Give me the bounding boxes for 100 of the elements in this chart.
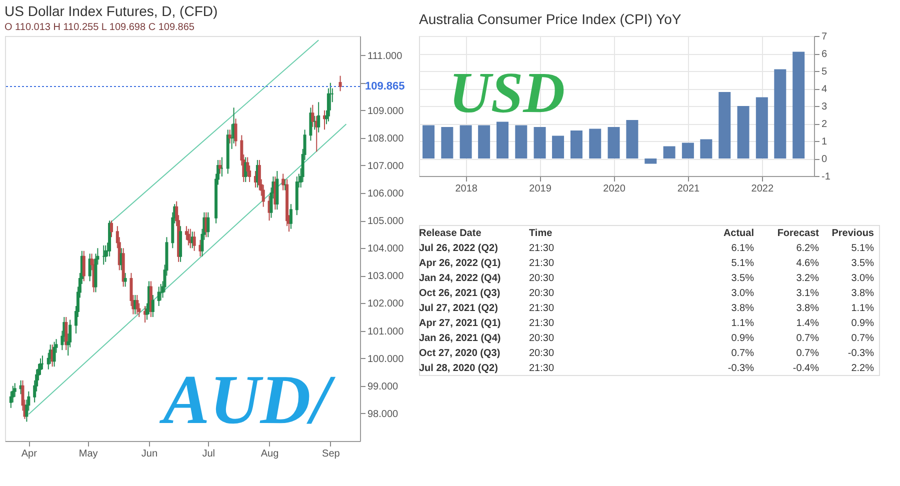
candlestick bbox=[228, 129, 232, 144]
y-tick-label: 101.000 bbox=[368, 326, 404, 338]
y-tick-label: 4 bbox=[822, 84, 828, 95]
y-tick-label: 3 bbox=[822, 102, 828, 112]
candlestick bbox=[338, 75, 342, 92]
text: 3.0% bbox=[731, 288, 754, 299]
bar bbox=[756, 97, 768, 158]
bar bbox=[774, 69, 786, 158]
y-tick-label: 106.000 bbox=[368, 188, 404, 200]
candlestick bbox=[110, 220, 113, 238]
x-tick-label: May bbox=[78, 448, 98, 460]
y-tick-label: 5 bbox=[822, 66, 828, 78]
y-tick-label: 0 bbox=[822, 154, 828, 165]
text: Apr 26, 2022 (Q1) bbox=[419, 258, 501, 269]
text: Oct 27, 2020 (Q3) bbox=[419, 348, 500, 359]
text: 3.8% bbox=[851, 288, 874, 299]
y-tick-label: 104.000 bbox=[368, 244, 404, 255]
y-tick-label: 98.000 bbox=[368, 408, 399, 420]
chart-title: US Dollar Index Futures, D, (CFD) bbox=[4, 3, 218, 19]
ref-line-label: 109.865 bbox=[365, 80, 405, 93]
y-tick-label: 107.000 bbox=[368, 160, 404, 172]
y-tick-label: 1 bbox=[822, 136, 828, 148]
annotation: USD bbox=[449, 60, 566, 125]
bar bbox=[663, 146, 676, 158]
bar bbox=[682, 142, 694, 158]
text: 2.2% bbox=[851, 363, 874, 374]
text: 0.7% bbox=[796, 333, 820, 344]
bar bbox=[460, 125, 472, 158]
text: 3.0% bbox=[851, 273, 874, 284]
candlestick bbox=[157, 286, 160, 306]
bar bbox=[626, 120, 638, 158]
bar bbox=[515, 125, 528, 158]
candlestick bbox=[82, 250, 86, 282]
x-tick-label: 2021 bbox=[677, 184, 700, 194]
x-tick-label: Sep bbox=[322, 448, 340, 460]
chart-title: Australia Consumer Price Index (CPI) YoY bbox=[419, 11, 682, 27]
text: 5.1% bbox=[851, 243, 874, 254]
text: -0.4% bbox=[792, 363, 820, 374]
text: 21:30 bbox=[529, 303, 554, 314]
text: Release Date bbox=[419, 228, 482, 239]
candlestick bbox=[234, 118, 238, 147]
text: Jul 28, 2020 (Q2) bbox=[419, 363, 498, 374]
x-tick-label: Jul bbox=[202, 448, 216, 460]
candlestick bbox=[289, 204, 292, 230]
candlestick bbox=[186, 228, 190, 246]
bar bbox=[792, 52, 805, 158]
text: 0.9% bbox=[731, 333, 754, 344]
text: 1.4% bbox=[796, 318, 820, 329]
y-tick-label: 103.000 bbox=[368, 271, 404, 282]
text: 5.1% bbox=[731, 258, 754, 269]
text: 21:30 bbox=[529, 258, 554, 269]
bar bbox=[552, 136, 564, 158]
text: Time bbox=[529, 228, 553, 239]
text: Jan 26, 2021 (Q4) bbox=[419, 333, 501, 344]
text: 20:30 bbox=[529, 348, 554, 359]
y-tick-label: 6 bbox=[822, 49, 828, 60]
text: 20:30 bbox=[529, 333, 554, 344]
y-tick-label: 111.000 bbox=[368, 50, 403, 62]
x-tick-label: Apr bbox=[21, 448, 38, 460]
candlestick bbox=[52, 341, 56, 368]
text: 1.1% bbox=[851, 303, 874, 314]
text: 20:30 bbox=[529, 288, 554, 299]
text: Apr 27, 2021 (Q1) bbox=[419, 318, 501, 329]
text: 0.7% bbox=[851, 333, 874, 344]
x-tick-label: 2019 bbox=[529, 184, 552, 194]
candlestick bbox=[192, 231, 196, 252]
candlestick bbox=[218, 159, 222, 174]
y-tick-label: 2 bbox=[822, 119, 828, 130]
text: 4.6% bbox=[796, 258, 820, 269]
bar bbox=[422, 125, 435, 158]
text: Jul 26, 2022 (Q2) bbox=[419, 243, 498, 254]
x-tick-label: Jun bbox=[141, 448, 158, 460]
bar bbox=[441, 127, 454, 158]
y-tick-label: 99.000 bbox=[368, 381, 399, 392]
text: Jul 27, 2021 (Q2) bbox=[419, 303, 498, 314]
text: 21:30 bbox=[529, 318, 554, 329]
text: 3.8% bbox=[796, 303, 820, 314]
bar bbox=[478, 125, 490, 158]
text: 3.1% bbox=[796, 288, 820, 299]
bar bbox=[589, 128, 602, 158]
bar bbox=[718, 92, 731, 158]
y-tick-label: 105.000 bbox=[368, 216, 404, 228]
text: 6.2% bbox=[796, 243, 820, 254]
text: 0.7% bbox=[796, 348, 820, 359]
candlestick bbox=[317, 102, 320, 133]
bar bbox=[608, 127, 620, 158]
y-tick-label: 102.000 bbox=[368, 298, 404, 310]
text: 3.5% bbox=[731, 273, 754, 284]
bar bbox=[570, 130, 582, 158]
text: 3.2% bbox=[796, 273, 820, 284]
x-tick-label: Aug bbox=[260, 448, 279, 460]
y-tick-label: 109.000 bbox=[368, 106, 404, 117]
text: 1.1% bbox=[731, 318, 754, 329]
y-tick-label: 108.000 bbox=[368, 133, 404, 144]
text: Oct 26, 2021 (Q3) bbox=[419, 288, 500, 299]
candlestick bbox=[206, 212, 210, 238]
chart-subtitle: O 110.013 H 110.255 L 109.698 C 109.865 bbox=[4, 22, 195, 33]
text: Jan 24, 2022 (Q4) bbox=[419, 273, 501, 284]
annotation: AUD/ bbox=[159, 362, 336, 439]
text: -0.3% bbox=[728, 363, 754, 374]
